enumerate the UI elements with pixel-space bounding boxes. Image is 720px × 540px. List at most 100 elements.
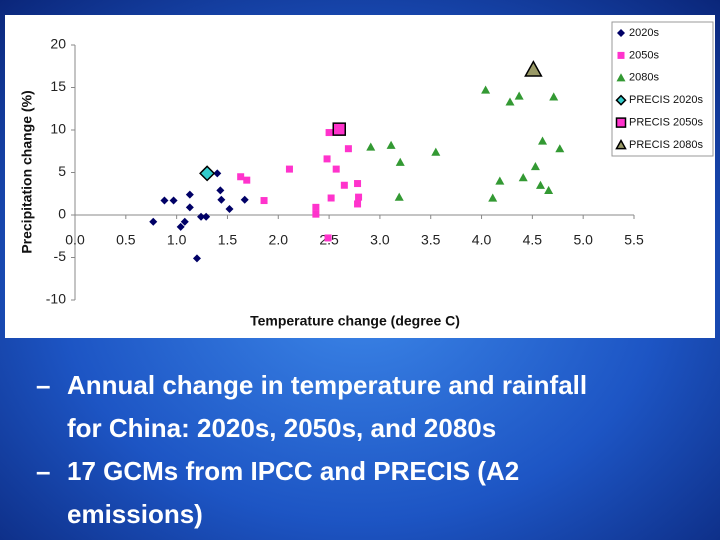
y-tick-label: -5	[54, 248, 67, 264]
series	[524, 60, 543, 77]
point	[243, 176, 251, 184]
point	[394, 192, 404, 201]
point	[488, 193, 498, 202]
series	[332, 122, 347, 136]
y-tick-label: 5	[58, 163, 66, 179]
point	[285, 165, 293, 173]
legend-marker	[616, 73, 626, 82]
x-tick-label: 2.0	[269, 232, 289, 248]
x-tick-label: 5.5	[624, 232, 644, 248]
point	[160, 196, 169, 205]
point	[192, 254, 201, 263]
legend-label: 2080s	[629, 72, 659, 84]
x-tick-label: 4.0	[472, 232, 492, 248]
y-tick-label: 10	[50, 121, 66, 137]
point	[185, 190, 194, 199]
x-axis-label: Temperature change (degree C)	[250, 313, 460, 329]
point	[312, 203, 320, 211]
point	[225, 205, 234, 214]
x-tick-label: 1.0	[167, 232, 187, 248]
series	[237, 129, 363, 242]
point	[354, 200, 362, 208]
x-tick-label: 0.5	[116, 232, 136, 248]
point	[395, 157, 405, 166]
point	[544, 185, 554, 194]
legend-marker	[615, 138, 627, 150]
point	[202, 212, 211, 221]
x-tick-label: 4.5	[523, 232, 543, 248]
point	[535, 180, 545, 189]
bullet-text: for China: 2020s, 2050s, and 2080s	[67, 413, 496, 443]
plot: -10-5051015200.00.51.01.52.02.53.03.54.0…	[46, 36, 644, 307]
legend: 2020s 2050s 2080s PRECIS 2020s PRECIS 2050s P…	[615, 27, 703, 151]
point	[325, 129, 333, 137]
point	[518, 173, 528, 182]
point	[240, 195, 249, 204]
bullet-text: 17 GCMs from IPCC and PRECIS (A2	[67, 456, 519, 486]
y-tick-label: -10	[46, 291, 66, 307]
point	[514, 91, 524, 100]
point	[355, 193, 363, 201]
bullet-text: Annual change in temperature and rainfal…	[67, 370, 587, 400]
y-axis-label: Precipitation change (%)	[19, 90, 35, 253]
point	[538, 136, 548, 145]
point	[312, 210, 320, 218]
point	[354, 180, 362, 188]
point	[332, 165, 340, 173]
point	[481, 85, 491, 94]
x-tick-label: 3.0	[370, 232, 390, 248]
point	[524, 60, 543, 77]
point	[197, 212, 206, 221]
legend-marker	[617, 29, 625, 37]
bullet-list: – Annual change in temperature and rainfa…	[36, 370, 587, 529]
point	[340, 181, 348, 189]
x-tick-label: 5.0	[573, 232, 593, 248]
x-tick-label: 0.0	[65, 232, 85, 248]
point	[386, 140, 396, 149]
point	[530, 162, 540, 171]
y-tick-label: 0	[58, 206, 66, 222]
legend-label: PRECIS 2020s	[629, 94, 703, 106]
series	[149, 169, 249, 263]
legend-marker	[615, 94, 627, 106]
point	[332, 122, 347, 136]
point	[180, 217, 189, 226]
bullet-text: emissions)	[67, 499, 203, 529]
series	[366, 85, 565, 202]
point	[217, 195, 226, 204]
point	[505, 97, 515, 106]
y-tick-label: 15	[50, 78, 66, 94]
point	[149, 217, 158, 226]
point	[216, 186, 225, 195]
bullet-marker: –	[36, 456, 50, 486]
legend-label: 2050s	[629, 49, 659, 61]
chart-panel	[5, 15, 715, 338]
y-tick-label: 20	[50, 36, 66, 52]
point	[213, 169, 222, 178]
point	[344, 145, 352, 153]
legend-label: PRECIS 2050s	[629, 117, 703, 129]
point	[260, 197, 268, 205]
point	[495, 176, 505, 185]
point	[237, 173, 245, 181]
x-tick-label: 3.5	[421, 232, 441, 248]
point	[327, 194, 335, 202]
point	[176, 222, 185, 231]
series	[199, 165, 216, 182]
point	[555, 144, 565, 153]
point	[169, 196, 178, 205]
point	[199, 165, 216, 182]
bullet-marker: –	[36, 370, 50, 400]
legend-marker	[617, 51, 625, 59]
point	[185, 203, 194, 212]
legend-marker	[615, 117, 627, 128]
point	[366, 142, 376, 151]
point	[549, 92, 559, 101]
point	[323, 155, 331, 163]
legend-label: 2020s	[629, 27, 659, 39]
point	[431, 147, 441, 156]
legend-box	[611, 21, 714, 157]
legend-label: PRECIS 2080s	[629, 139, 703, 151]
x-tick-label: 1.5	[218, 232, 238, 248]
